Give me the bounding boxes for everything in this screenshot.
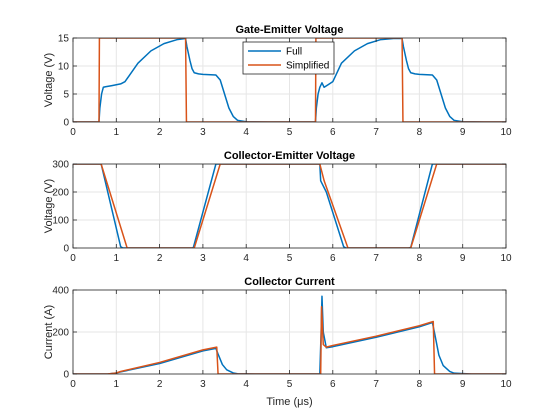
x-tick-label: 6 — [330, 127, 336, 138]
x-tick-label: 0 — [70, 253, 76, 264]
y-tick-label: 0 — [63, 118, 69, 129]
x-tick-label: 1 — [114, 379, 120, 390]
x-tick-label: 10 — [500, 379, 512, 390]
series-line-full — [73, 38, 506, 122]
x-tick-label: 4 — [243, 379, 249, 390]
x-tick-label: 9 — [460, 127, 466, 138]
subplot-2: 0 1 2 3 4 5 6 7 8 9 100100200300Collector-Emitter … — [43, 150, 512, 264]
y-tick-label: 300 — [52, 160, 69, 171]
series-line-simplified — [73, 38, 506, 122]
x-tick-label: 7 — [373, 379, 379, 390]
x-tick-label: 1 — [114, 127, 120, 138]
y-tick-label: 100 — [52, 216, 69, 227]
subplot-title: Gate-Emitter Voltage — [236, 24, 344, 36]
x-tick-label: 8 — [417, 253, 423, 264]
x-tick-label: 5 — [287, 127, 293, 138]
x-tick-label: 8 — [417, 127, 423, 138]
x-tick-label: 1 — [114, 253, 120, 264]
x-tick-label: 6 — [330, 253, 336, 264]
y-tick-label: 200 — [52, 188, 69, 199]
x-tick-label: 10 — [500, 253, 512, 264]
y-tick-label: 200 — [52, 328, 69, 339]
x-tick-label: 3 — [200, 127, 206, 138]
x-tick-label: 7 — [373, 253, 379, 264]
subplot-title: Collector Current — [244, 276, 335, 288]
series-line-simplified — [73, 164, 506, 248]
x-tick-label: 8 — [417, 379, 423, 390]
x-tick-label: 5 — [287, 253, 293, 264]
y-tick-label: 5 — [63, 90, 69, 101]
y-tick-label: 400 — [52, 286, 69, 297]
legend-label-simplified: Simplified — [286, 61, 329, 72]
y-tick-label: 15 — [58, 34, 70, 45]
x-axis-label: Time (μs) — [266, 396, 312, 408]
x-tick-label: 9 — [460, 253, 466, 264]
subplot-1: 0 1 2 3 4 5 6 7 8 9 10 0 5 10 15 Gate-Emitter Voltage Vo… — [43, 24, 512, 138]
subplot-3: 0 1 2 3 4 5 6 7 8 9 10 0 200 400 Collector Current Curr… — [43, 276, 512, 408]
x-tick-label: 2 — [157, 127, 163, 138]
subplot-title: Collector-Emitter Voltage — [224, 150, 355, 162]
legend-label-full: Full — [286, 47, 302, 58]
x-tick-label: 2 — [157, 253, 163, 264]
x-tick-label: 10 — [500, 127, 512, 138]
x-tick-label: 6 — [330, 379, 336, 390]
x-tick-label: 4 — [243, 127, 249, 138]
legend-box — [242, 41, 335, 75]
y-axis-label: Current (A) — [43, 305, 55, 359]
y-axis-label: Voltage (V) — [43, 179, 55, 233]
legend: Full Simplified — [242, 41, 335, 75]
y-axis-label: Voltage (V) — [43, 53, 55, 107]
x-tick-label: 7 — [373, 127, 379, 138]
x-tick-label: 4 — [243, 253, 249, 264]
x-tick-label: 2 — [157, 379, 163, 390]
x-tick-label: 5 — [287, 379, 293, 390]
x-tick-label: 3 — [200, 253, 206, 264]
x-tick-label: 0 — [70, 127, 76, 138]
y-tick-label: 10 — [58, 62, 70, 73]
y-tick-label: 0 — [63, 370, 69, 381]
y-tick-label: 0 — [63, 244, 69, 255]
x-tick-label: 0 — [70, 379, 76, 390]
x-tick-label: 3 — [200, 379, 206, 390]
series-line-simplified — [73, 306, 506, 374]
x-tick-label: 9 — [460, 379, 466, 390]
